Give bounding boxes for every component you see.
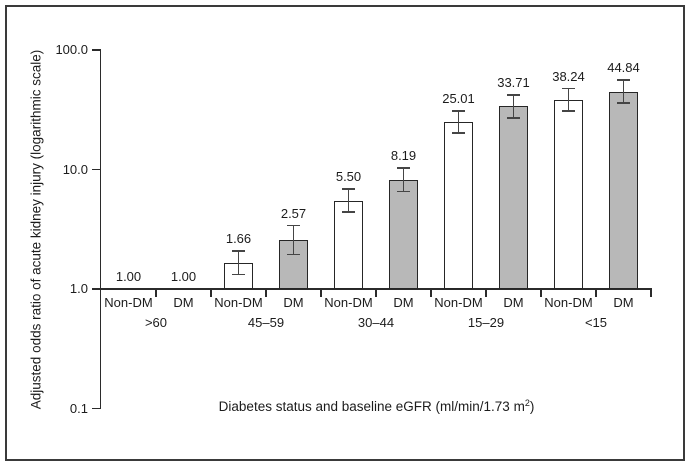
x-axis-tick — [430, 289, 432, 297]
y-axis-tick — [92, 49, 101, 51]
category-label-dm: DM — [283, 295, 304, 310]
y-axis-title: Adjusted odds ratio of acute kidney inju… — [28, 49, 44, 410]
x-axis-tick — [155, 289, 157, 297]
y-tick-label: 0.1 — [69, 400, 88, 416]
group-label-egfr: >60 — [144, 315, 168, 330]
y-tick-label: 100.0 — [55, 42, 88, 57]
bar-non-dm-4 — [444, 121, 473, 289]
x-axis-tick — [210, 289, 212, 297]
value-label: 1.00 — [170, 269, 197, 284]
x-axis-tick — [650, 289, 652, 297]
x-axis-line — [99, 288, 652, 290]
error-bar-line — [347, 188, 350, 213]
group-label-egfr: 15–29 — [467, 315, 505, 330]
y-axis-line — [99, 48, 101, 410]
category-label-dm: DM — [173, 295, 194, 310]
x-axis-tick — [540, 289, 542, 297]
category-label-dm: DM — [503, 295, 524, 310]
error-bar-line — [512, 94, 515, 119]
error-bar — [452, 110, 465, 134]
error-bar-line — [567, 87, 570, 112]
error-bar-line — [622, 79, 625, 104]
figure-border — [5, 5, 685, 461]
category-label-non-dm: Non-DM — [104, 295, 153, 310]
category-label-non-dm: Non-DM — [324, 295, 373, 310]
error-bar-line — [292, 224, 295, 256]
category-label-non-dm: Non-DM — [214, 295, 263, 310]
value-label: 44.84 — [607, 60, 640, 76]
bar-non-dm-5 — [554, 99, 583, 289]
value-label: 38.24 — [552, 68, 585, 84]
bar-dm-4 — [499, 106, 528, 289]
error-bar-line — [457, 110, 460, 134]
value-label: 1.66 — [225, 231, 252, 246]
category-label-dm: DM — [613, 295, 634, 310]
x-axis-title-superscript: 2 — [524, 398, 530, 408]
group-label-egfr: 45–59 — [247, 315, 285, 330]
error-bar-line — [402, 167, 405, 193]
x-axis-tick — [320, 289, 322, 297]
x-axis-tick — [265, 289, 267, 297]
y-axis-tick — [92, 288, 101, 290]
group-label-egfr: <15 — [584, 315, 608, 330]
bar-non-dm-3 — [334, 200, 363, 289]
value-label: 1.00 — [115, 269, 142, 284]
bar-dm-5 — [609, 91, 638, 289]
error-bar — [617, 79, 630, 104]
y-tick-label: 1.0 — [69, 281, 88, 296]
error-bar-line — [237, 250, 240, 276]
x-axis-tick — [375, 289, 377, 297]
bar-dm-3 — [389, 179, 418, 289]
error-bar — [507, 94, 520, 119]
y-axis-tick — [92, 168, 101, 171]
category-label-non-dm: Non-DM — [434, 295, 483, 310]
error-bar — [342, 188, 355, 213]
value-label: 33.71 — [497, 75, 530, 91]
y-tick-label: 10.0 — [62, 161, 88, 177]
value-label: 2.57 — [280, 205, 307, 221]
error-bar — [232, 250, 245, 276]
category-label-non-dm: Non-DM — [544, 295, 593, 310]
x-axis-tick — [595, 289, 597, 297]
x-axis-title: Diabetes status and baseline eGFR (ml/mi… — [101, 398, 652, 414]
category-label-dm: DM — [393, 295, 414, 310]
y-axis-tick — [92, 407, 101, 410]
x-axis-tick — [485, 289, 487, 297]
group-label-egfr: 30–44 — [357, 315, 395, 330]
error-bar — [397, 167, 410, 193]
error-bar — [287, 224, 300, 256]
value-label: 8.19 — [390, 148, 417, 164]
value-label: 25.01 — [442, 91, 475, 107]
value-label: 5.50 — [335, 169, 362, 185]
x-axis-title-text: Diabetes status and baseline eGFR (ml/mi… — [218, 399, 525, 414]
error-bar — [562, 87, 575, 112]
x-axis-title-close: ) — [529, 399, 535, 414]
